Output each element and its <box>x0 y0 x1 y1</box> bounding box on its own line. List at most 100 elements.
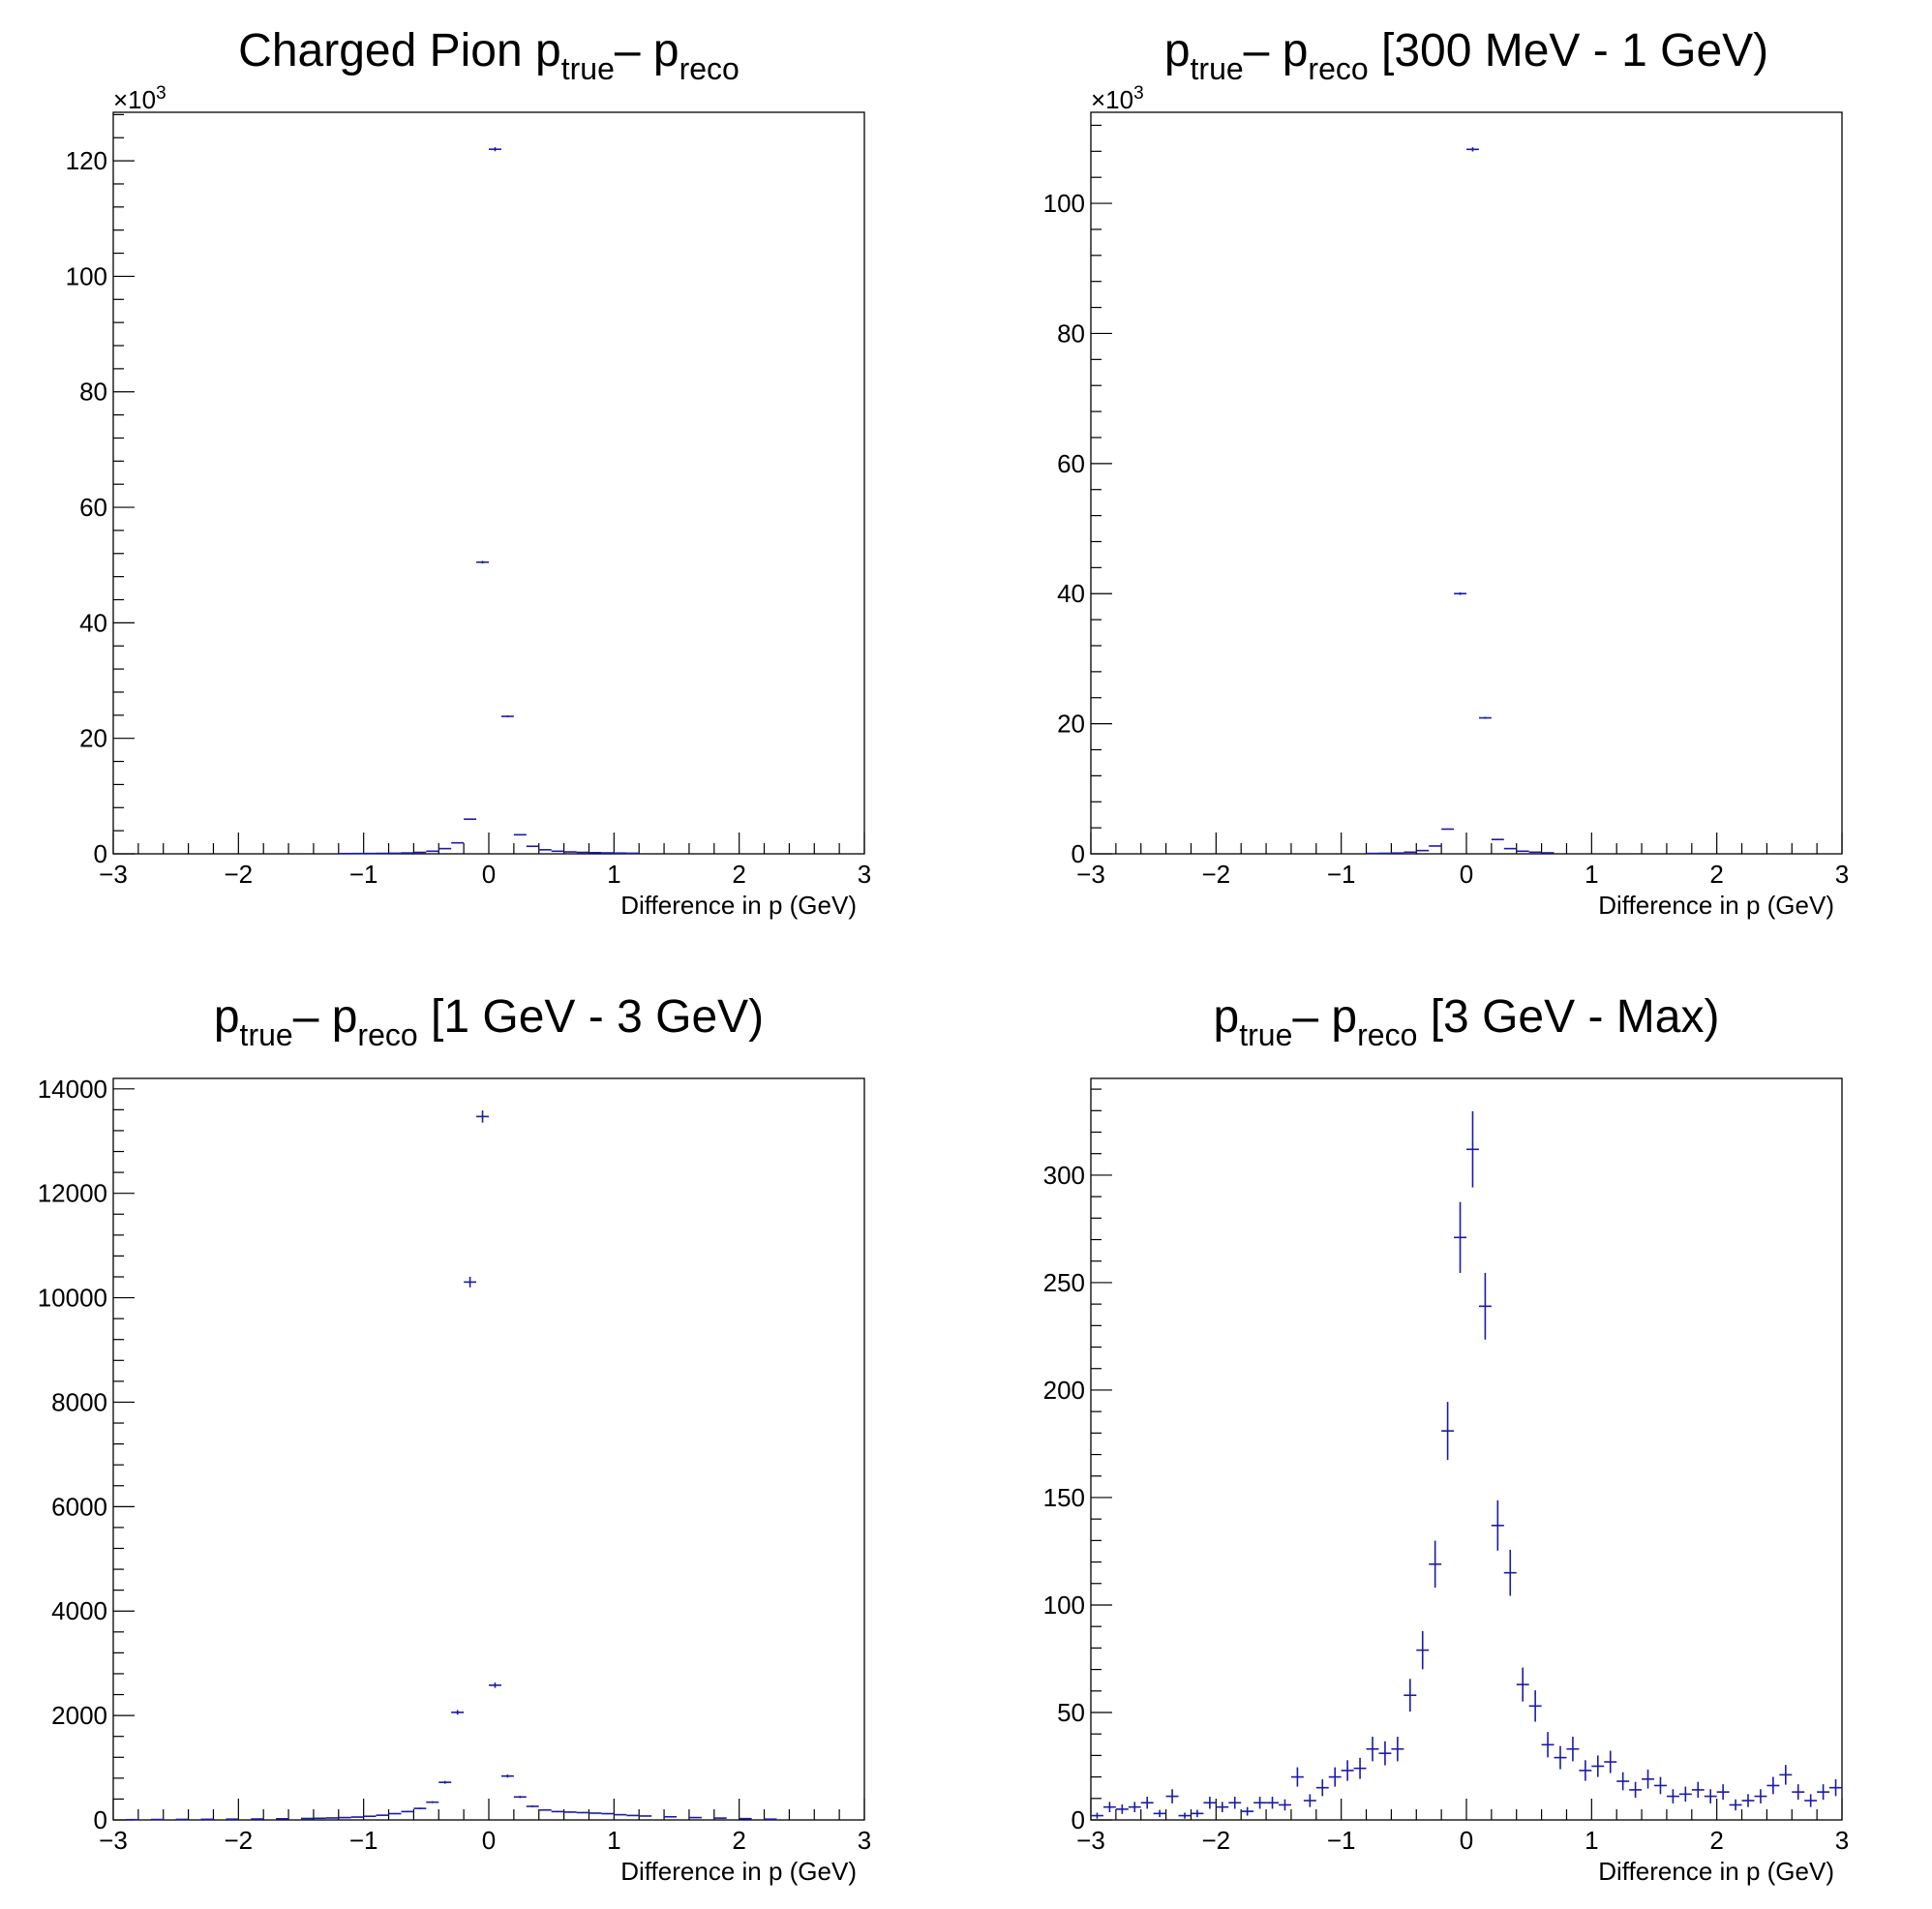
title-subscript: reco <box>1357 1017 1417 1052</box>
title-subscript: true <box>1191 51 1244 86</box>
y-tick-label: 100 <box>1043 189 1085 218</box>
x-axis-title: Difference in p (GeV) <box>620 1857 857 1886</box>
data-point <box>1441 828 1455 831</box>
x-tick-label: 2 <box>732 1826 745 1855</box>
title-segment: – p <box>1244 25 1309 76</box>
x-tick-label: −1 <box>1327 860 1356 889</box>
x-tick-label: −2 <box>225 860 254 889</box>
x-axis-title: Difference in p (GeV) <box>1598 891 1834 920</box>
exponent-base: ×10 <box>113 85 156 114</box>
data-point <box>1704 1789 1717 1803</box>
x-tick-label: 2 <box>1709 1826 1723 1855</box>
exponent-power: 3 <box>156 83 166 104</box>
plot-panel-2: ptrue– preco [300 MeV - 1 GeV) −3 −2 −1 0 1 2 3… <box>1043 25 1850 920</box>
data-point <box>350 1816 364 1818</box>
data-point <box>1279 1799 1291 1811</box>
y-tick-label: 0 <box>94 839 107 868</box>
data-point <box>1817 1784 1830 1801</box>
y-tick-label: 300 <box>1043 1161 1085 1190</box>
data-point <box>476 561 489 564</box>
x-tick-label: 0 <box>1460 1826 1473 1855</box>
y-tick-label: 80 <box>1057 318 1085 348</box>
title-subscript: reco <box>679 51 740 86</box>
exponent-base: ×10 <box>1091 85 1133 114</box>
data-point <box>1315 1779 1329 1797</box>
y-tick-label: 60 <box>79 493 107 522</box>
y-tick-label: 4000 <box>51 1596 107 1625</box>
plot-frame <box>1090 1077 1843 1821</box>
data-point <box>526 1805 539 1807</box>
data-point <box>1541 1732 1555 1758</box>
title-segment: p <box>1164 25 1191 76</box>
data-point <box>1228 1797 1242 1809</box>
data-point <box>1478 1272 1492 1340</box>
data-point <box>1528 1690 1542 1722</box>
data-point <box>489 147 501 152</box>
data-point <box>551 1810 564 1813</box>
data-point <box>1829 1779 1842 1797</box>
title-subscript: true <box>561 51 615 86</box>
y-tick-label: 8000 <box>51 1387 107 1416</box>
data-point <box>1429 1540 1442 1588</box>
data-point <box>1191 1809 1204 1818</box>
plot-frame <box>1090 111 1843 855</box>
plot-frame <box>112 111 865 855</box>
data-point <box>489 1682 501 1688</box>
data-point <box>1391 1737 1404 1762</box>
x-tick-label: 3 <box>1835 860 1849 889</box>
exponent-power: 3 <box>1133 83 1144 104</box>
title-segment: [3 GeV - Max) <box>1417 991 1719 1043</box>
data-point <box>464 1276 477 1288</box>
data-point <box>500 1774 514 1778</box>
data-point <box>1128 1802 1141 1813</box>
data-point <box>1654 1776 1667 1795</box>
data-point <box>1416 1630 1430 1670</box>
data-point <box>713 1817 727 1819</box>
y-tick-label: 60 <box>1057 449 1085 478</box>
data-point <box>1216 1802 1229 1813</box>
data-point <box>1642 1770 1654 1789</box>
chart-title: Charged Pion ptrue– preco <box>238 25 740 86</box>
chart-title: ptrue– preco [3 GeV - Max) <box>1214 991 1720 1052</box>
y-tick-label: 20 <box>79 724 107 753</box>
data-point <box>614 1813 627 1816</box>
y-tick-label: 12000 <box>38 1179 107 1208</box>
data-point <box>1579 1760 1592 1781</box>
data-point <box>313 1817 326 1820</box>
x-tick-label: −1 <box>349 860 378 889</box>
x-tick-label: 3 <box>1835 1826 1849 1855</box>
x-tick-label: 0 <box>482 1826 496 1855</box>
x-tick-label: −1 <box>349 1826 378 1855</box>
data-point <box>338 1816 351 1819</box>
data-point <box>500 715 514 717</box>
data-point <box>1466 147 1479 152</box>
data-point <box>1253 1797 1267 1809</box>
data-point <box>664 1815 677 1818</box>
data-point <box>413 1807 427 1809</box>
data-point <box>1792 1784 1805 1801</box>
y-tick-label: 0 <box>94 1805 107 1834</box>
y-exponent-label: ×103 <box>1091 83 1144 114</box>
data-point <box>1478 716 1492 719</box>
title-segment: [1 GeV - 3 GeV) <box>418 991 764 1043</box>
y-exponent-label: ×103 <box>113 83 166 114</box>
x-axis-title: Difference in p (GeV) <box>1598 1857 1834 1886</box>
data-point <box>1115 1804 1129 1814</box>
data-point <box>1616 1772 1630 1791</box>
data-point <box>1454 591 1466 595</box>
data-point <box>325 1817 339 1819</box>
y-tick-label: 40 <box>79 608 107 637</box>
data-point <box>513 1796 527 1799</box>
data-point <box>1290 1767 1304 1787</box>
data-point <box>1729 1799 1742 1811</box>
x-tick-label: 0 <box>1460 860 1473 889</box>
data-point <box>1404 1679 1417 1712</box>
y-tick-label: 100 <box>66 261 107 290</box>
data-point <box>1178 1812 1192 1819</box>
data-point <box>1165 1789 1179 1803</box>
data-point <box>376 1814 389 1816</box>
y-tick-label: 120 <box>66 146 107 175</box>
plot-panel-4: ptrue– preco [3 GeV - Max) −3 −2 −1 0 1 2 3 0 50 1… <box>1043 991 1850 1886</box>
data-point <box>1566 1737 1580 1762</box>
